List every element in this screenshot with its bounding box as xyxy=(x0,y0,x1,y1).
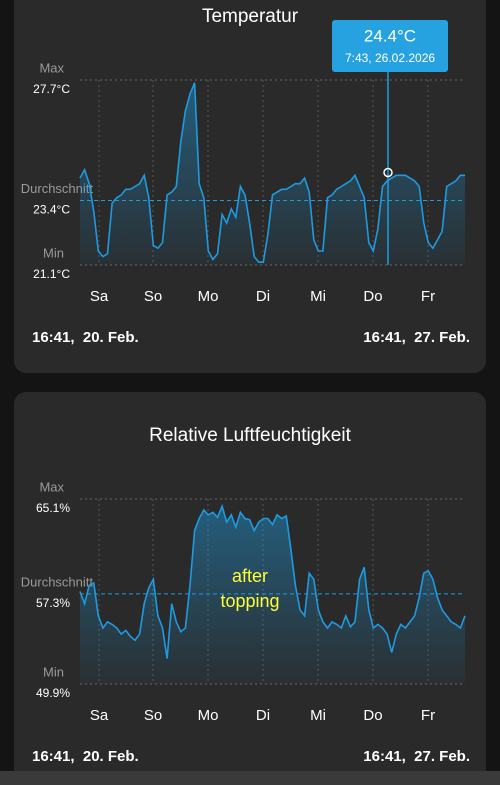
tooltip-time: 7:43, 26.02.2026 xyxy=(345,51,435,65)
tooltip xyxy=(332,20,448,72)
x-tick-label: Fr xyxy=(421,288,435,305)
y-tick-title: Min xyxy=(43,664,64,679)
cursor-point xyxy=(383,167,393,178)
x-tick-label: So xyxy=(144,288,162,305)
card xyxy=(14,0,486,373)
line xyxy=(79,82,465,263)
annotation: after xyxy=(232,566,268,586)
chart-title: Relative Luftfeuchtigkeit xyxy=(149,425,351,446)
y-tick-title: Durchschnitt xyxy=(21,181,94,196)
line xyxy=(79,503,466,659)
x-tick-label: Mo xyxy=(198,707,219,724)
y-tick-title: Min xyxy=(43,245,64,260)
x-tick-label: Do xyxy=(363,288,382,305)
area xyxy=(80,82,465,265)
range-start: 16:41, 20. Feb. xyxy=(32,748,139,765)
x-tick-label: Mo xyxy=(198,288,219,305)
annotation: topping xyxy=(220,591,279,611)
y-tick-label: 65.1% xyxy=(36,501,70,515)
y-tick-label: 27.7°C xyxy=(33,82,70,96)
y-tick-title: Max xyxy=(39,479,64,494)
x-tick-label: Fr xyxy=(421,707,435,724)
x-tick-label: Mi xyxy=(310,707,326,724)
range-end: 16:41, 27. Feb. xyxy=(363,748,470,765)
x-tick-label: So xyxy=(144,707,162,724)
x-tick-label: Sa xyxy=(90,288,109,305)
x-tick-label: Sa xyxy=(90,707,109,724)
y-tick-title: Max xyxy=(39,60,64,75)
y-tick-title: Durchschnitt xyxy=(21,574,94,589)
x-tick-label: Di xyxy=(256,288,270,305)
y-tick-label: 23.4°C xyxy=(33,203,70,217)
range-start: 16:41, 20. Feb. xyxy=(32,329,139,346)
x-tick-label: Mi xyxy=(310,288,326,305)
x-tick-label: Di xyxy=(256,707,270,724)
x-tick-label: Do xyxy=(363,707,382,724)
tooltip-value: 24.4°C xyxy=(364,26,416,45)
chart-title: Temperatur xyxy=(202,6,299,27)
y-tick-label: 49.9% xyxy=(36,686,70,700)
range-end: 16:41, 27. Feb. xyxy=(363,329,470,346)
area xyxy=(80,506,465,684)
bottom-bar xyxy=(0,771,500,785)
y-tick-label: 57.3% xyxy=(36,596,70,610)
y-tick-label: 21.1°C xyxy=(33,267,70,281)
